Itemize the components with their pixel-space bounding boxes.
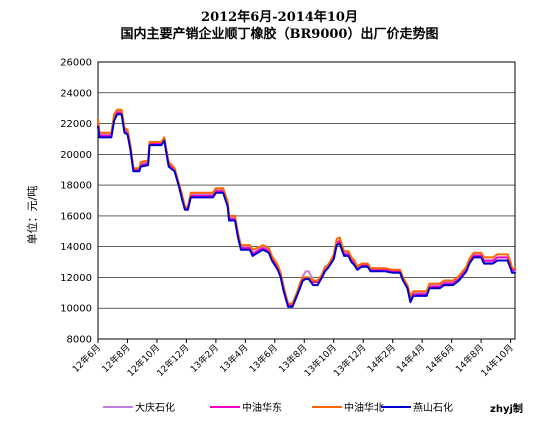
chart-subtitle: 国内主要产销企业顺丁橡胶（BR9000）出厂价走势图 [120,27,439,42]
x-tick-label: 14年2月 [364,342,397,375]
x-tick-label: 12年12月 [154,342,191,379]
x-tick-label: 13年2月 [188,342,221,375]
y-tick-label: 8000 [67,335,92,346]
y-tick-label: 22000 [60,119,92,130]
y-tick-label: 16000 [60,211,92,222]
y-tick-label: 14000 [60,242,92,253]
watermark: zhyj制 [490,402,523,415]
y-tick-label: 26000 [60,58,92,69]
x-tick-label: 13年6月 [247,342,280,375]
legend-label: 中油华东 [242,401,282,414]
y-tick-label: 10000 [60,304,92,315]
x-tick-label: 14年4月 [394,342,427,375]
x-tick-label: 14年10月 [478,342,515,379]
plot-frame [97,61,516,340]
series-line [97,110,516,305]
legend-label: 燕山石化 [413,401,453,414]
legend-label: 大庆石化 [135,401,175,414]
x-tick-label: 14年6月 [423,342,456,375]
y-tick-label: 18000 [60,181,92,192]
chart-title: 2012年6月-2014年10月 [201,10,358,25]
x-tick-label: 13年4月 [217,342,250,375]
y-tick-label: 12000 [60,273,92,284]
y-tick-label: 20000 [60,150,92,161]
series-line [97,108,516,305]
series-line [97,113,516,308]
x-tick-label: 12年6月 [70,342,103,375]
x-tick-label: 13年12月 [331,342,368,379]
legend-label: 中油华北 [344,401,384,414]
y-tick-label: 24000 [60,88,92,99]
y-axis-label: 单位：元/吨 [25,186,39,245]
